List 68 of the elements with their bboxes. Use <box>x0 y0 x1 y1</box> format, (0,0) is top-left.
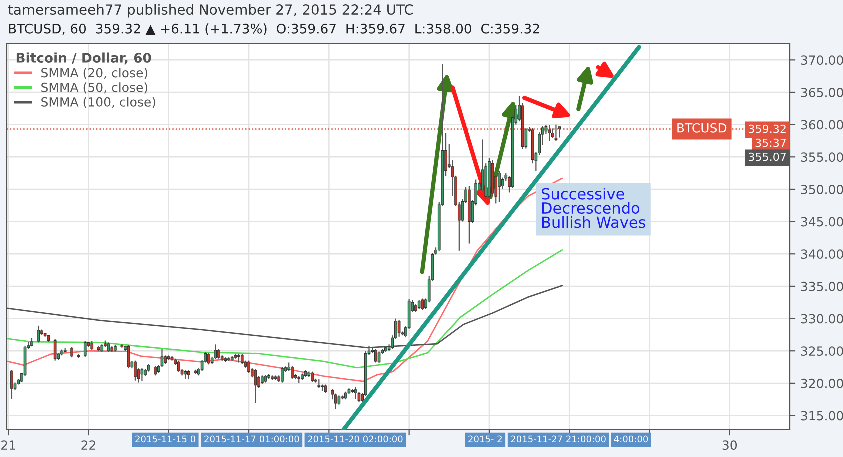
candlestick <box>421 298 424 311</box>
text: 2015-11-15 0 <box>136 436 196 443</box>
candlestick <box>187 370 190 380</box>
text: 2015-11-17 01:00:00 <box>204 436 300 443</box>
y-tick-label: 335.00 <box>801 282 843 292</box>
candlestick <box>248 360 250 374</box>
candlestick <box>10 370 14 400</box>
y-tick-label: 320.00 <box>801 378 843 388</box>
y-tick-label: 330.00 <box>801 314 843 324</box>
candlestick <box>154 365 157 376</box>
candlestick <box>498 170 501 203</box>
y-tick-label: 370.00 <box>801 56 843 66</box>
candlestick <box>90 340 94 352</box>
candlestick <box>37 325 40 344</box>
y-tick-label: 365.00 <box>801 88 843 98</box>
annotation: Successive Decrescendo Bullish Waves <box>542 188 646 228</box>
y-tick-label: 325.00 <box>801 346 843 356</box>
candlestick <box>254 368 258 404</box>
candlestick <box>107 342 110 353</box>
candlestick <box>214 344 218 360</box>
y-tick-label: 345.00 <box>801 217 843 227</box>
candlestick <box>554 124 558 142</box>
candlestick <box>177 360 180 374</box>
text: 4:00:00 <box>614 436 648 443</box>
candlestick <box>334 393 338 410</box>
y-tick-label: 340.00 <box>801 250 843 260</box>
candlestick <box>378 351 381 364</box>
candlestick <box>134 360 137 382</box>
candlestick <box>140 368 144 382</box>
annotation: 35:37 <box>756 138 786 148</box>
text: 2015-11-27 21:00:00 <box>511 436 606 443</box>
legend-label: SMMA (50, close) <box>42 82 148 94</box>
y-tick-label: 360.00 <box>801 120 843 130</box>
candlestick <box>354 386 358 400</box>
candlestick <box>240 354 244 365</box>
candlestick <box>418 299 421 310</box>
candlestick <box>311 371 314 383</box>
candlestick <box>218 348 220 360</box>
chart-subtitle: BTCUSD, 60 359.32 ▲ +6.11 (+1.73%) O:359.67 H:359.67 L:358.00 C:359.32 <box>9 24 540 36</box>
candlestick <box>501 177 504 190</box>
legend-title: Bitcoin / Dollar, 60 <box>16 52 152 65</box>
x-tick-label: 21 <box>2 440 16 450</box>
candlestick <box>84 340 87 358</box>
annotation: 359.32 <box>748 124 786 134</box>
text: 2015-11-20 02:00:00 <box>308 436 403 443</box>
y-tick-label: 315.00 <box>801 411 843 421</box>
legend-label: SMMA (100, close) <box>42 97 156 108</box>
candlestick <box>291 365 294 380</box>
candlestick <box>54 338 57 362</box>
line-series <box>7 250 564 369</box>
x-tick-label: 30 <box>722 440 738 450</box>
candlestick <box>70 346 74 358</box>
legend-label: SMMA (20, close) <box>42 68 148 80</box>
annotation: 355.07 <box>748 152 786 162</box>
candlestick <box>338 395 341 406</box>
candlestick <box>548 124 551 142</box>
y-tick-label: 350.00 <box>801 184 843 194</box>
ref-line-label: BTCUSD <box>678 123 727 133</box>
candlestick <box>552 128 554 139</box>
x-tick-label: 22 <box>82 440 96 450</box>
candlestick <box>558 126 562 138</box>
text: 2015- 2 <box>468 436 502 443</box>
candlestick <box>208 352 210 366</box>
candlestick <box>127 344 130 370</box>
candlestick <box>398 320 401 338</box>
y-tick-label: 355.00 <box>801 152 843 162</box>
chart-title: tamersameeh77 published November 27, 2015 22:24 UTC <box>8 4 414 18</box>
candlestick <box>281 366 284 384</box>
